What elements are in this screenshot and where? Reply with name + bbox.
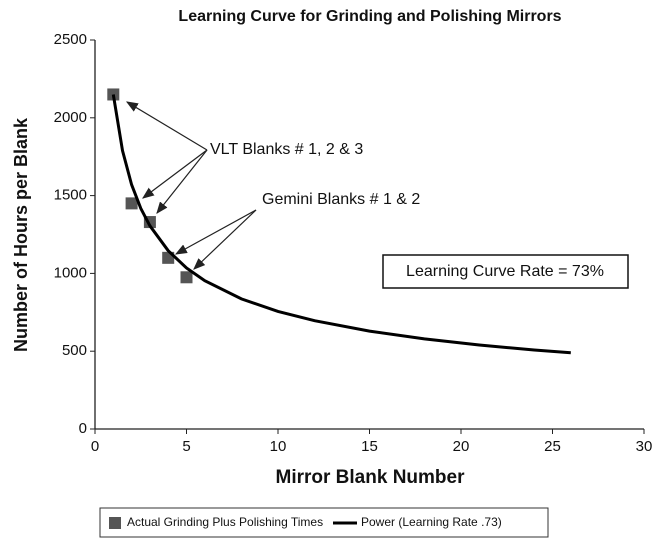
annotation: Gemini Blanks # 1 & 2 [262, 191, 420, 208]
chart-title: Learning Curve for Grinding and Polishin… [178, 8, 561, 25]
y-tick-label: 500 [62, 342, 87, 359]
data-point [125, 197, 138, 210]
x-tick-label: 0 [91, 438, 99, 455]
annotation-arrows [125, 101, 257, 270]
y-tick-label: 1500 [54, 187, 87, 204]
annotation-box [382, 254, 629, 289]
arrow [174, 209, 257, 255]
x-tick-label: 20 [453, 438, 470, 455]
legend-label: Power (Learning Rate .73) [361, 515, 502, 529]
annotation: Learning Curve Rate = 73% [406, 263, 604, 280]
y-axis-title: Number of Hours per Blank [11, 117, 31, 352]
legend-label: Actual Grinding Plus Polishing Times [127, 515, 323, 529]
y-tick-label: 1000 [54, 264, 87, 281]
x-tick-label: 5 [182, 438, 190, 455]
legend [99, 507, 549, 538]
legend-swatch [109, 517, 121, 529]
arrow [193, 209, 257, 270]
x-axis-title: Mirror Blank Number [276, 467, 466, 488]
y-tick-label: 2500 [54, 31, 87, 48]
y-tick-label: 0 [79, 420, 87, 437]
annotation: VLT Blanks # 1, 2 & 3 [210, 141, 363, 158]
arrow [142, 149, 208, 199]
data-point [180, 271, 193, 284]
x-tick-label: 25 [544, 438, 561, 455]
x-tick-label: 15 [361, 438, 378, 455]
y-tick-label: 2000 [54, 109, 87, 126]
arrow [125, 101, 208, 151]
x-tick-label: 30 [636, 438, 653, 455]
arrow [156, 149, 208, 214]
trend-line [111, 94, 571, 355]
data-point [107, 88, 120, 101]
x-tick-label: 10 [270, 438, 287, 455]
